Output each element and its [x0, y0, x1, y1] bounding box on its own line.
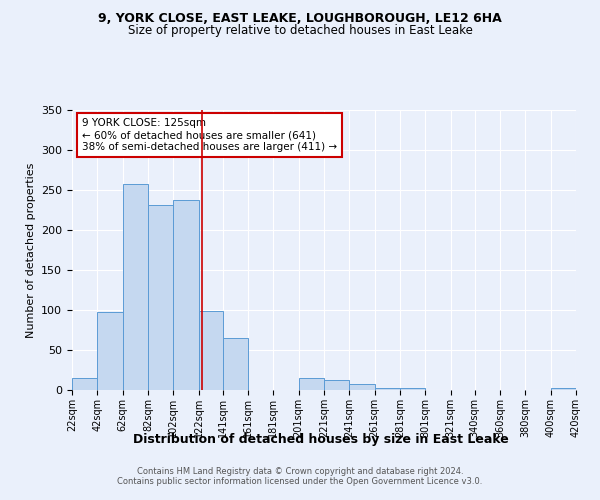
Bar: [374, 388, 400, 390]
Bar: [349, 384, 374, 390]
Bar: [400, 388, 425, 390]
Bar: [299, 378, 324, 390]
Text: Contains HM Land Registry data © Crown copyright and database right 2024.: Contains HM Land Registry data © Crown c…: [137, 467, 463, 476]
Text: Size of property relative to detached houses in East Leake: Size of property relative to detached ho…: [128, 24, 472, 37]
Bar: [173, 200, 199, 390]
Text: Contains public sector information licensed under the Open Government Licence v3: Contains public sector information licen…: [118, 477, 482, 486]
Text: Distribution of detached houses by size in East Leake: Distribution of detached houses by size …: [133, 432, 509, 446]
Bar: [199, 311, 223, 390]
Bar: [324, 380, 349, 390]
Bar: [72, 378, 97, 390]
Bar: [148, 205, 173, 390]
Bar: [122, 184, 148, 390]
Bar: [551, 388, 576, 390]
Text: 9, YORK CLOSE, EAST LEAKE, LOUGHBOROUGH, LE12 6HA: 9, YORK CLOSE, EAST LEAKE, LOUGHBOROUGH,…: [98, 12, 502, 26]
Y-axis label: Number of detached properties: Number of detached properties: [26, 162, 35, 338]
Bar: [97, 312, 122, 390]
Bar: [223, 338, 248, 390]
Text: 9 YORK CLOSE: 125sqm
← 60% of detached houses are smaller (641)
38% of semi-deta: 9 YORK CLOSE: 125sqm ← 60% of detached h…: [82, 118, 337, 152]
